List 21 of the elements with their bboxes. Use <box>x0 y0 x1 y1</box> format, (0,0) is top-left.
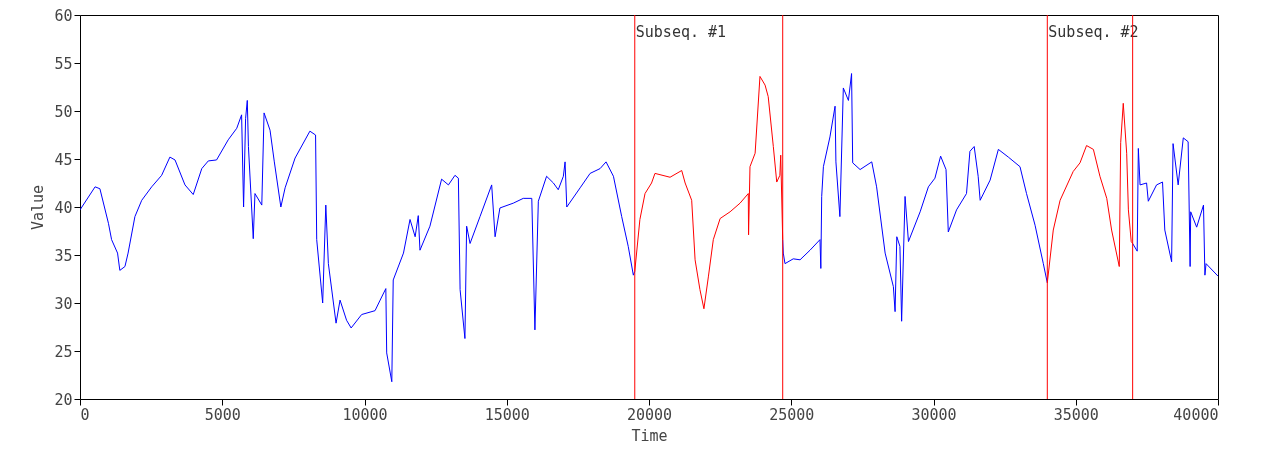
x-tick-label: 30000 <box>911 405 957 424</box>
y-tick-label: 20 <box>54 390 73 409</box>
x-tick-label: 40000 <box>1173 405 1219 424</box>
y-tick-label: 25 <box>54 342 73 361</box>
x-tick-label: 0 <box>80 405 90 424</box>
y-tick-label: 35 <box>54 246 73 265</box>
x-tick-label: 20000 <box>626 405 673 424</box>
x-tick-label: 10000 <box>342 405 388 424</box>
x-tick-label: 5000 <box>204 405 241 424</box>
y-tick-label: 50 <box>54 102 73 121</box>
x-axis-title: Time <box>631 426 668 445</box>
y-tick-label: 55 <box>54 54 73 73</box>
y-tick-label: 40 <box>54 198 73 217</box>
y-tick-label: 30 <box>54 294 73 313</box>
ref-line-label: Subseq. #1 <box>635 23 727 41</box>
y-axis-title: Value <box>29 184 48 231</box>
y-tick-label: 60 <box>54 6 73 25</box>
x-tick-label: 15000 <box>484 405 530 424</box>
y-tick-label: 45 <box>54 150 73 169</box>
x-tick-label: 35000 <box>1053 405 1099 424</box>
x-tick-label: 25000 <box>769 405 815 424</box>
